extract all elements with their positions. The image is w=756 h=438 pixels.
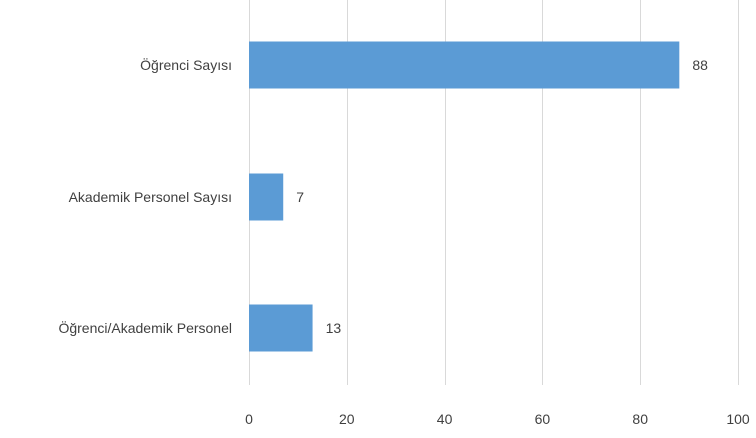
category-label-1: Akademik Personel Sayısı bbox=[69, 189, 232, 205]
data-label-2: 13 bbox=[326, 320, 342, 336]
category-labels: Öğrenci Sayısı Akademik Personel Sayısı Öğ… bbox=[58, 56, 232, 336]
bar-1 bbox=[249, 173, 284, 221]
bar-0 bbox=[249, 41, 680, 89]
bar-2 bbox=[249, 304, 313, 352]
x-tick-label-4: 80 bbox=[632, 411, 648, 427]
category-label-0: Öğrenci Sayısı bbox=[140, 56, 232, 73]
data-label-0: 88 bbox=[692, 57, 708, 73]
x-tick-label-1: 20 bbox=[339, 411, 355, 427]
data-labels: 88 7 13 bbox=[296, 57, 708, 336]
x-axis-tick-labels: 0 20 40 60 80 100 bbox=[245, 411, 750, 427]
category-label-2: Öğrenci/Akademik Personel bbox=[58, 319, 232, 336]
x-tick-label-0: 0 bbox=[245, 411, 253, 427]
bars bbox=[249, 41, 680, 352]
x-tick-label-5: 100 bbox=[726, 411, 750, 427]
x-tick-label-2: 40 bbox=[437, 411, 453, 427]
x-tick-label-3: 60 bbox=[535, 411, 551, 427]
data-label-1: 7 bbox=[296, 189, 304, 205]
